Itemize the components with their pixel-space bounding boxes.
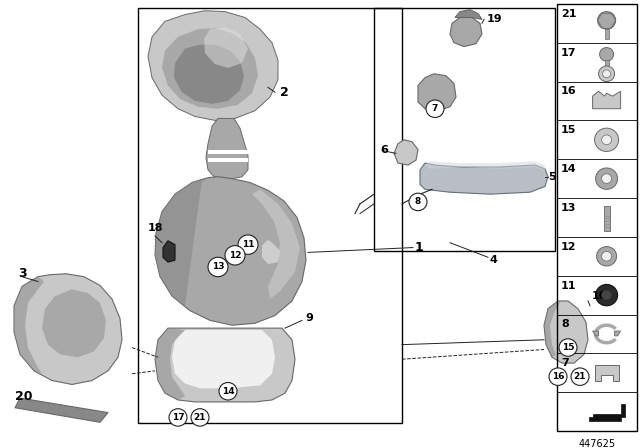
Circle shape — [598, 66, 614, 82]
Polygon shape — [589, 404, 625, 421]
Polygon shape — [394, 140, 418, 165]
Text: 10: 10 — [592, 291, 607, 301]
Bar — [374, 8, 555, 251]
Polygon shape — [593, 91, 621, 109]
Circle shape — [191, 409, 209, 426]
Circle shape — [602, 290, 612, 300]
Polygon shape — [208, 158, 248, 162]
Text: 447625: 447625 — [579, 439, 616, 448]
Bar — [557, 4, 637, 431]
Text: 16: 16 — [561, 86, 577, 96]
Polygon shape — [450, 17, 482, 47]
Text: 12: 12 — [561, 242, 577, 252]
Text: 5: 5 — [548, 172, 556, 182]
Polygon shape — [544, 301, 560, 357]
Text: 2: 2 — [280, 86, 289, 99]
Polygon shape — [14, 277, 44, 374]
Circle shape — [225, 246, 245, 265]
Circle shape — [208, 257, 228, 277]
Text: 19: 19 — [487, 14, 502, 25]
Circle shape — [603, 70, 611, 78]
Text: 1: 1 — [415, 241, 424, 254]
Text: 7: 7 — [561, 358, 569, 368]
Polygon shape — [252, 190, 300, 299]
Polygon shape — [425, 161, 545, 171]
Text: 17: 17 — [561, 47, 577, 58]
Polygon shape — [455, 10, 482, 19]
Text: 8: 8 — [561, 319, 569, 329]
Text: 21: 21 — [194, 413, 206, 422]
Polygon shape — [163, 241, 175, 262]
Text: 3: 3 — [18, 267, 27, 280]
Text: 21: 21 — [561, 9, 577, 19]
Polygon shape — [418, 74, 456, 111]
Text: 18: 18 — [148, 223, 163, 233]
Circle shape — [426, 100, 444, 117]
Bar — [605, 29, 609, 39]
Circle shape — [219, 383, 237, 400]
Bar — [604, 206, 610, 231]
Circle shape — [596, 246, 616, 266]
Circle shape — [602, 174, 612, 184]
Polygon shape — [162, 28, 258, 109]
Polygon shape — [155, 178, 208, 306]
Polygon shape — [595, 365, 619, 380]
Polygon shape — [172, 330, 275, 388]
Text: 17: 17 — [172, 413, 184, 422]
Circle shape — [169, 409, 187, 426]
Polygon shape — [155, 177, 306, 325]
Polygon shape — [420, 163, 548, 194]
Text: 13: 13 — [561, 203, 577, 213]
Circle shape — [549, 368, 567, 385]
Polygon shape — [155, 328, 295, 402]
Polygon shape — [155, 328, 185, 400]
Circle shape — [602, 251, 612, 261]
Polygon shape — [208, 151, 248, 155]
Polygon shape — [148, 11, 278, 121]
Polygon shape — [174, 45, 244, 104]
Polygon shape — [614, 331, 621, 336]
Polygon shape — [42, 289, 106, 357]
Text: 21: 21 — [573, 372, 586, 381]
Text: 6: 6 — [380, 146, 388, 155]
Circle shape — [600, 47, 614, 61]
Polygon shape — [204, 27, 248, 68]
Text: 11: 11 — [561, 280, 577, 291]
Text: 11: 11 — [242, 240, 254, 249]
Text: 4: 4 — [490, 255, 498, 265]
Circle shape — [238, 235, 258, 254]
Circle shape — [409, 193, 427, 211]
Text: 7: 7 — [432, 104, 438, 113]
Text: 9: 9 — [305, 314, 313, 323]
Polygon shape — [262, 240, 280, 264]
Circle shape — [595, 128, 619, 151]
Text: 15: 15 — [561, 125, 577, 135]
Text: 14: 14 — [221, 387, 234, 396]
Circle shape — [602, 135, 612, 145]
Circle shape — [596, 284, 618, 306]
Text: 14: 14 — [561, 164, 577, 174]
Polygon shape — [15, 398, 108, 422]
Circle shape — [596, 168, 618, 190]
Text: 12: 12 — [228, 251, 241, 260]
Polygon shape — [14, 274, 122, 384]
Circle shape — [571, 368, 589, 385]
Text: 15: 15 — [562, 343, 574, 352]
Text: 13: 13 — [212, 263, 224, 271]
Text: 20: 20 — [15, 390, 33, 403]
Bar — [138, 8, 402, 423]
Polygon shape — [544, 301, 588, 363]
Polygon shape — [593, 331, 598, 336]
Polygon shape — [206, 118, 248, 180]
Text: 16: 16 — [552, 372, 564, 381]
Text: 8: 8 — [415, 198, 421, 207]
Circle shape — [559, 339, 577, 356]
Bar — [605, 60, 609, 78]
Circle shape — [598, 12, 616, 29]
